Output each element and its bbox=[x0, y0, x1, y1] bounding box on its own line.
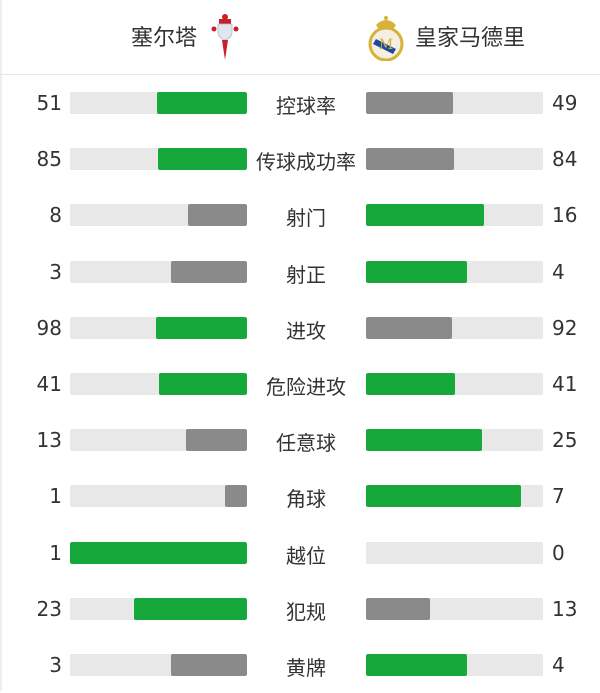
away-value: 13 bbox=[552, 596, 578, 621]
stat-label: 角球 bbox=[286, 487, 326, 512]
away-bar-track bbox=[366, 148, 543, 171]
home-value: 13 bbox=[36, 428, 62, 453]
home-value: 3 bbox=[49, 259, 62, 284]
home-bar-track bbox=[70, 541, 247, 564]
home-bar-track bbox=[70, 597, 247, 620]
stat-label: 射正 bbox=[286, 262, 326, 287]
home-bar-track bbox=[70, 92, 247, 114]
stat-label: 危险进攻 bbox=[266, 375, 346, 399]
away-bar-track bbox=[366, 204, 543, 227]
home-bar-fill bbox=[157, 148, 247, 171]
home-value: 85 bbox=[36, 147, 62, 172]
away-bar-fill bbox=[366, 148, 454, 171]
away-bar-track bbox=[366, 316, 543, 339]
home-bar-fill bbox=[158, 373, 247, 395]
home-bar-fill bbox=[156, 92, 247, 114]
home-bar-fill bbox=[186, 429, 247, 452]
home-bar-fill bbox=[224, 485, 247, 508]
match-header: 塞尔塔 M 皇家马德里 bbox=[0, 0, 600, 75]
home-bar-track bbox=[70, 204, 247, 227]
home-value: 1 bbox=[49, 484, 62, 509]
away-bar-track bbox=[366, 373, 543, 395]
away-value: 84 bbox=[552, 147, 578, 172]
stat-row: 13 任意球 25 bbox=[0, 412, 600, 468]
away-bar-fill bbox=[366, 597, 430, 620]
away-value: 92 bbox=[552, 315, 578, 340]
away-team-name: 皇家马德里 bbox=[415, 26, 526, 51]
home-bar-track bbox=[70, 654, 247, 676]
stat-row: 23 犯规 13 bbox=[0, 581, 600, 637]
stat-label: 黄牌 bbox=[286, 656, 326, 680]
home-value: 8 bbox=[49, 203, 62, 228]
away-bar-fill bbox=[366, 260, 468, 283]
home-bar-fill bbox=[70, 541, 247, 564]
away-bar-track bbox=[366, 654, 543, 676]
home-bar-track bbox=[70, 260, 247, 283]
away-value: 4 bbox=[552, 653, 565, 677]
stat-label: 犯规 bbox=[286, 599, 326, 624]
home-value: 98 bbox=[36, 315, 62, 340]
away-bar-fill bbox=[366, 654, 468, 676]
stat-row: 3 黄牌 4 bbox=[0, 637, 600, 693]
home-bar-track bbox=[70, 316, 247, 339]
away-bar-track bbox=[366, 597, 543, 620]
home-team-name: 塞尔塔 bbox=[131, 26, 198, 51]
away-value: 16 bbox=[552, 203, 578, 228]
stat-row: 1 角球 7 bbox=[0, 468, 600, 524]
stat-row: 8 射门 16 bbox=[0, 187, 600, 243]
away-bar-track bbox=[366, 485, 543, 508]
stat-row: 41 危险进攻 41 bbox=[0, 356, 600, 412]
away-bar-track bbox=[366, 92, 543, 114]
stat-label: 任意球 bbox=[276, 431, 336, 456]
away-value: 41 bbox=[552, 372, 578, 396]
away-bar-fill bbox=[366, 485, 521, 508]
home-bar-track bbox=[70, 148, 247, 171]
svg-text:M: M bbox=[379, 37, 393, 53]
stat-label: 射门 bbox=[286, 206, 326, 231]
away-value: 0 bbox=[552, 540, 565, 565]
away-bar-track bbox=[366, 260, 543, 283]
home-value: 23 bbox=[36, 596, 62, 621]
home-bar-track bbox=[70, 429, 247, 452]
home-value: 51 bbox=[36, 91, 62, 115]
away-bar-fill bbox=[366, 373, 455, 395]
away-bar-fill bbox=[366, 204, 484, 227]
stat-row: 3 射正 4 bbox=[0, 244, 600, 300]
home-bar-fill bbox=[171, 654, 247, 676]
stat-label: 传球成功率 bbox=[256, 150, 356, 175]
away-bar-fill bbox=[366, 316, 452, 339]
home-bar-track bbox=[70, 373, 247, 395]
away-value: 49 bbox=[552, 91, 578, 115]
home-bar-fill bbox=[155, 316, 247, 339]
home-value: 3 bbox=[49, 653, 62, 677]
home-value: 1 bbox=[49, 540, 62, 565]
stat-row: 51 控球率 49 bbox=[0, 75, 600, 131]
home-bar-fill bbox=[171, 260, 247, 283]
stat-row: 1 越位 0 bbox=[0, 525, 600, 581]
stat-row: 98 进攻 92 bbox=[0, 300, 600, 356]
real-madrid-crest-icon: M bbox=[368, 16, 404, 61]
away-value: 25 bbox=[552, 428, 578, 453]
away-bar-track bbox=[366, 429, 543, 452]
home-value: 41 bbox=[36, 372, 62, 396]
home-bar-fill bbox=[133, 597, 247, 620]
away-value: 4 bbox=[552, 259, 565, 284]
away-bar-track bbox=[366, 541, 543, 564]
home-bar-track bbox=[70, 485, 247, 508]
home-bar-fill bbox=[188, 204, 247, 227]
left-edge-divider bbox=[0, 0, 2, 691]
stat-label: 控球率 bbox=[276, 94, 336, 118]
away-bar-fill bbox=[366, 92, 453, 114]
stat-row: 85 传球成功率 84 bbox=[0, 131, 600, 187]
celta-vigo-crest-icon bbox=[211, 14, 239, 60]
stat-label: 越位 bbox=[286, 543, 326, 568]
away-value: 7 bbox=[552, 484, 565, 509]
away-bar-fill bbox=[366, 429, 483, 452]
stat-label: 进攻 bbox=[286, 318, 326, 343]
